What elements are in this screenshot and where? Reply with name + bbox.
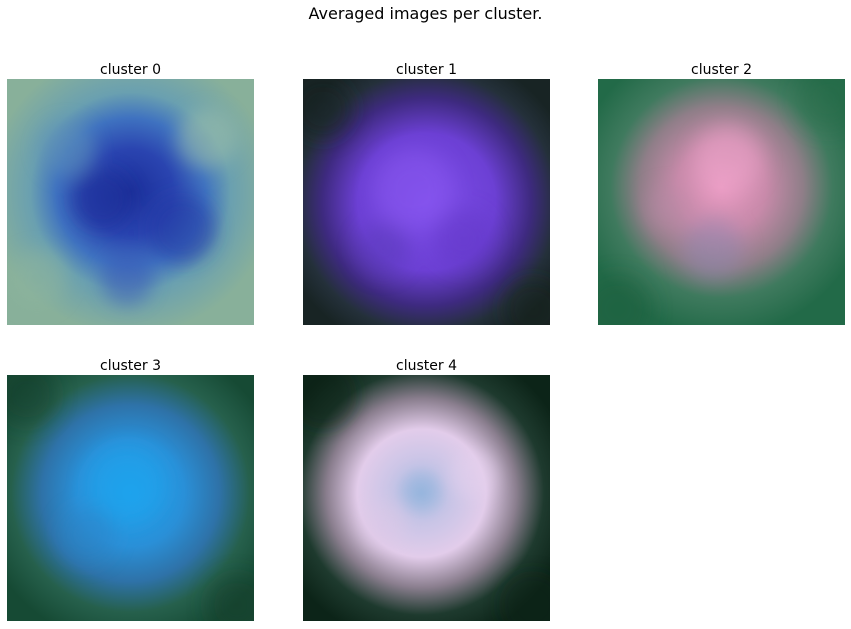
figure-title: Averaged images per cluster.	[308, 4, 543, 23]
cluster-3-averaged-image	[7, 375, 254, 621]
cluster-4-averaged-image	[303, 375, 550, 621]
cluster-panel-2: cluster 2	[598, 60, 845, 325]
cluster-0-averaged-image	[7, 79, 254, 325]
cluster-2-averaged-image	[598, 79, 845, 325]
cluster-4-title: cluster 4	[396, 358, 457, 374]
cluster-panel-1: cluster 1	[303, 60, 550, 325]
cluster-3-title: cluster 3	[100, 358, 161, 374]
cluster-2-title: cluster 2	[691, 62, 752, 78]
cluster-panel-3: cluster 3	[7, 356, 254, 621]
cluster-1-averaged-image	[303, 79, 550, 325]
cluster-panel-0: cluster 0	[7, 60, 254, 325]
cluster-panel-4: cluster 4	[303, 356, 550, 621]
cluster-1-title: cluster 1	[396, 62, 457, 78]
cluster-0-title: cluster 0	[100, 62, 161, 78]
